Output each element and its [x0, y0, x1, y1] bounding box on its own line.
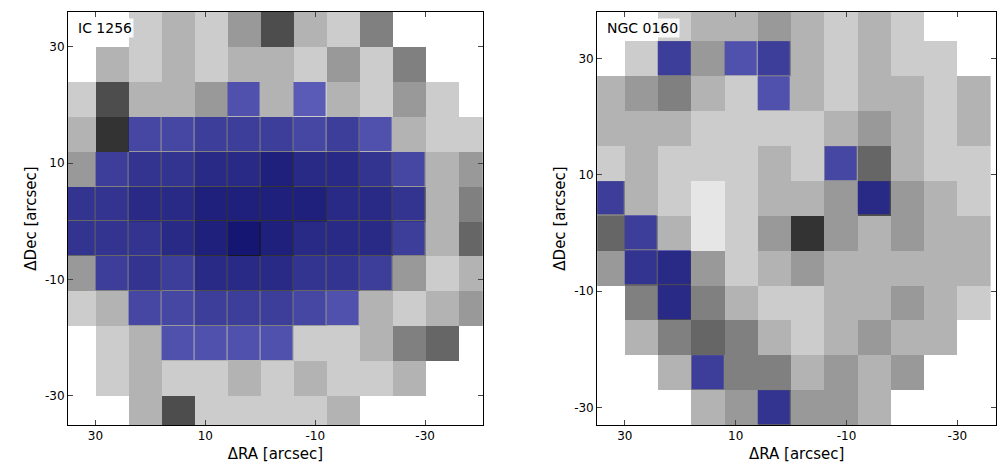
svg-text:30: 30 — [49, 40, 64, 54]
svg-text:10: 10 — [578, 168, 593, 182]
svg-text:ΔDec [arcsec]: ΔDec [arcsec] — [22, 166, 40, 270]
svg-text:10: 10 — [49, 156, 64, 170]
svg-text:-10: -10 — [45, 273, 65, 287]
svg-text:ΔDec [arcsec]: ΔDec [arcsec] — [551, 166, 569, 270]
svg-text:ΔRA [arcsec]: ΔRA [arcsec] — [228, 445, 323, 463]
svg-text:-30: -30 — [45, 389, 65, 403]
svg-text:30: 30 — [578, 52, 593, 66]
svg-text:-10: -10 — [305, 429, 325, 443]
svg-text:-10: -10 — [574, 284, 594, 298]
svg-text:-30: -30 — [948, 429, 968, 443]
svg-text:-30: -30 — [574, 401, 594, 415]
svg-text:NGC 0160: NGC 0160 — [607, 20, 678, 36]
svg-text:ΔRA [arcsec]: ΔRA [arcsec] — [749, 445, 844, 463]
svg-text:IC 1256: IC 1256 — [78, 20, 132, 36]
svg-text:10: 10 — [198, 429, 213, 443]
svg-text:-30: -30 — [415, 429, 435, 443]
svg-text:30: 30 — [617, 429, 632, 443]
svg-text:-10: -10 — [837, 429, 857, 443]
svg-text:30: 30 — [88, 429, 103, 443]
svg-text:10: 10 — [728, 429, 743, 443]
